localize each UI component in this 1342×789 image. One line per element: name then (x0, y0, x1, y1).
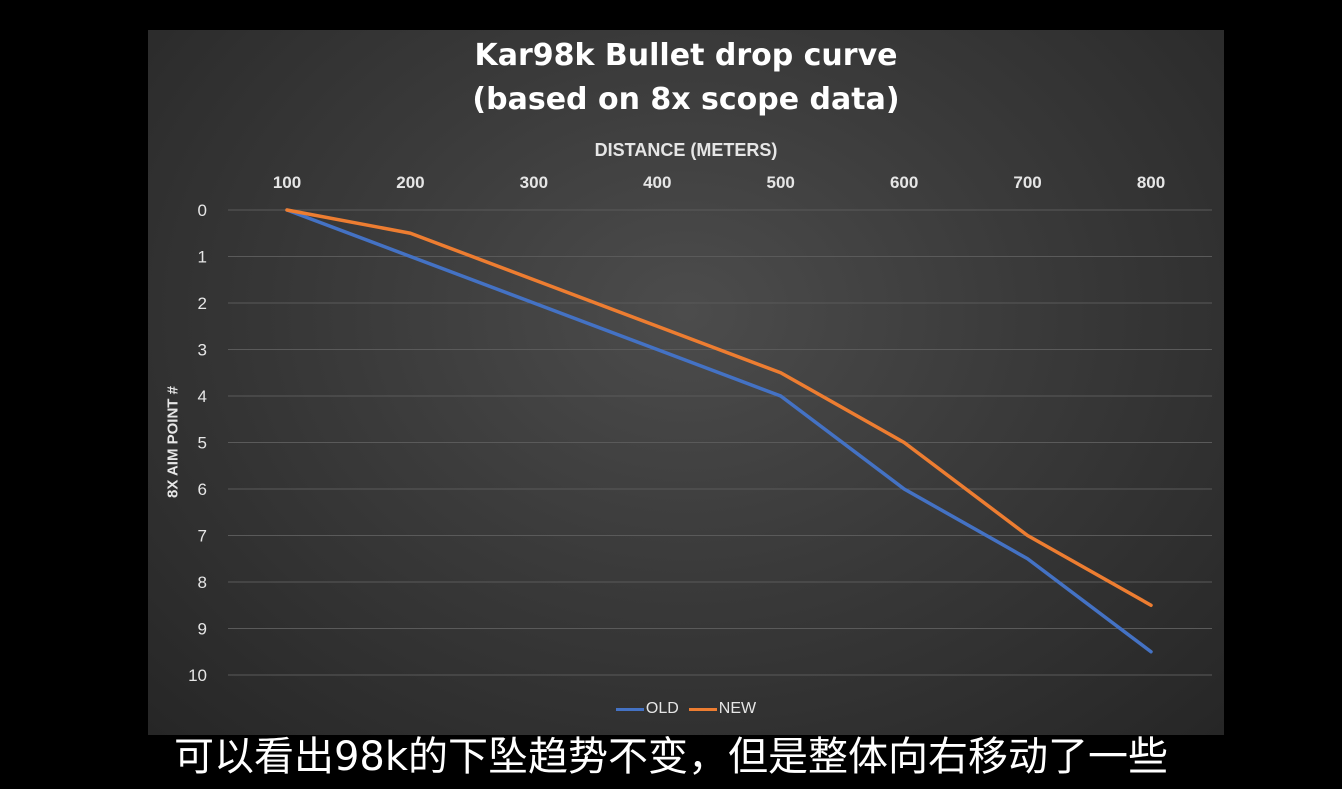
grid-lines (228, 209, 1212, 676)
x-tick-label: 600 (890, 173, 918, 192)
legend-item-new: NEW (688, 700, 757, 718)
x-tick-label: 800 (1137, 173, 1165, 192)
x-axis-title: DISTANCE (METERS) (594, 140, 778, 160)
chart-legend: OLD NEW (148, 700, 1224, 718)
x-axis-ticks: 100 200 300 400 500 600 700 800 (273, 173, 1165, 192)
y-tick-label: 4 (198, 387, 207, 406)
y-tick-label: 7 (198, 527, 207, 546)
y-tick-label: 2 (198, 294, 207, 313)
x-tick-label: 100 (273, 173, 301, 192)
series-line-old (285, 208, 1153, 654)
series-line-new (285, 208, 1153, 607)
y-tick-label: 8 (198, 573, 207, 592)
chart-subtitle: (based on 8x scope data) (472, 82, 900, 117)
legend-item-old: OLD (615, 700, 679, 718)
y-tick-label: 5 (198, 434, 207, 453)
y-tick-label: 3 (198, 341, 207, 360)
chart-panel (148, 30, 1224, 735)
y-tick-label: 10 (188, 666, 207, 685)
legend-swatch-old (615, 707, 644, 711)
x-tick-label: 300 (520, 173, 548, 192)
y-tick-label: 6 (198, 480, 207, 499)
x-tick-label: 200 (396, 173, 424, 192)
x-tick-label: 500 (767, 173, 795, 192)
x-tick-label: 400 (643, 173, 671, 192)
x-tick-label: 700 (1013, 173, 1041, 192)
video-subtitle: 可以看出98k的下坠趋势不变，但是整体向右移动了一些 (173, 734, 1169, 780)
legend-label-new: NEW (718, 700, 757, 717)
legend-swatch-new (688, 707, 717, 711)
legend-label-old: OLD (645, 700, 679, 717)
y-tick-label: 9 (198, 620, 207, 639)
y-axis-ticks: 0 1 2 3 4 5 6 7 8 9 10 (188, 201, 207, 685)
chart-title: Kar98k Bullet drop curve (474, 38, 898, 73)
y-tick-label: 1 (198, 248, 207, 267)
y-tick-label: 0 (198, 201, 207, 220)
y-axis-title: 8X AIM POINT # (164, 386, 182, 498)
series-lines (285, 208, 1153, 654)
